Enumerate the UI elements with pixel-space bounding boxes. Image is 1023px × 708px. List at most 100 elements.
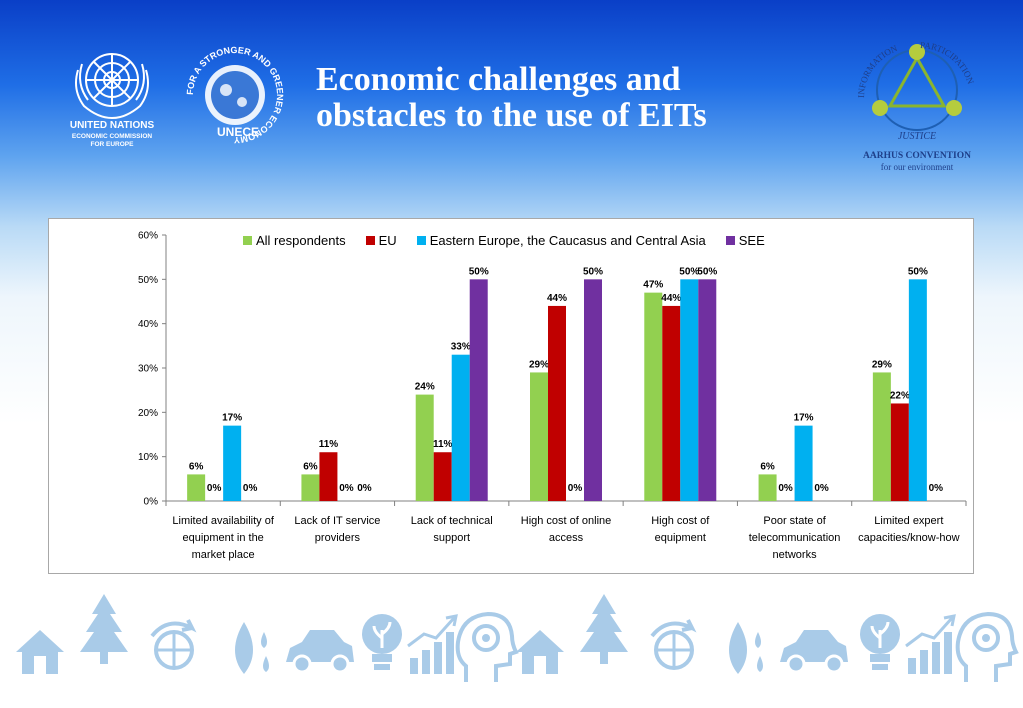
data-label: 6%: [189, 461, 204, 472]
aarhus-tagline: for our environment: [881, 162, 954, 172]
legend-entry: EU: [365, 233, 397, 248]
data-label: 50%: [469, 266, 489, 277]
aarhus-ring3: JUSTICE: [898, 131, 936, 142]
house-icon: [516, 630, 564, 674]
data-label: 0%: [243, 483, 258, 494]
y-tick-label: 20%: [138, 408, 158, 419]
un-logo-line1: UNITED NATIONS: [70, 120, 155, 131]
data-label: 6%: [303, 461, 318, 472]
data-label: 11%: [319, 439, 339, 450]
bar: [758, 474, 777, 501]
x-category-label: networks: [773, 549, 818, 561]
data-label: 0%: [778, 483, 793, 494]
legend-swatch: [416, 236, 426, 245]
x-category-label: High cost of online: [521, 515, 612, 527]
data-label: 44%: [661, 293, 681, 304]
legend-swatch: [725, 236, 735, 245]
x-category-label: High cost of: [651, 515, 710, 527]
y-tick-label: 30%: [138, 364, 158, 375]
un-logo: UNITED NATIONS ECONOMIC COMMISSION FOR E…: [70, 53, 155, 148]
legend-label: Eastern Europe, the Caucasus and Central…: [429, 233, 706, 248]
y-tick-label: 50%: [138, 275, 158, 286]
car-icon: [780, 630, 848, 674]
growth-chart-icon: [905, 614, 956, 674]
x-category-label: Poor state of: [763, 515, 826, 527]
x-category-label: market place: [192, 549, 255, 561]
data-label: 47%: [643, 280, 663, 291]
bar-chart: 0%10%20%30%40%50%60%6%0%17%0%Limited ava…: [138, 231, 967, 561]
head-gear-icon: [455, 611, 519, 682]
house-icon: [16, 630, 64, 674]
lightbulb-plant-icon: [362, 614, 402, 670]
legend-entry: Eastern Europe, the Caucasus and Central…: [416, 233, 706, 248]
legend-label: EU: [378, 233, 397, 248]
x-category-label: equipment: [655, 532, 706, 544]
legend-swatch: [365, 236, 375, 245]
lightbulb-plant-icon: [860, 614, 900, 670]
bar: [872, 372, 891, 501]
bar: [644, 292, 663, 501]
legend-label: SEE: [738, 233, 765, 248]
x-category-label: support: [433, 532, 470, 544]
bar: [890, 403, 909, 501]
data-label: 50%: [697, 266, 717, 277]
x-category-label: Lack of technical: [411, 515, 493, 527]
bar: [469, 279, 488, 501]
bar: [584, 279, 602, 501]
x-category-label: equipment in the: [182, 532, 263, 544]
data-label: 0%: [207, 483, 222, 494]
bar: [187, 474, 206, 501]
footer-icon-strip: [16, 594, 1019, 682]
data-label: 50%: [679, 266, 699, 277]
legend-entry: All respondents: [243, 233, 346, 248]
y-tick-label: 10%: [138, 452, 158, 463]
car-icon: [286, 630, 354, 674]
y-tick-label: 40%: [138, 319, 158, 330]
legend-entry: SEE: [725, 233, 765, 248]
data-label: 17%: [222, 413, 242, 424]
data-label: 29%: [872, 359, 892, 370]
title-line2: obstacles to the use of EITs: [316, 97, 707, 134]
tree-icon: [580, 594, 628, 664]
data-label: 17%: [794, 413, 814, 424]
x-category-label: telecommunication: [749, 532, 841, 544]
data-label: 0%: [357, 483, 372, 494]
y-tick-label: 0%: [144, 497, 159, 508]
aarhus-logo: INFORMATION PARTICIPATION JUSTICE AARHUS…: [856, 40, 976, 172]
legend-label: All respondents: [256, 233, 346, 248]
growth-chart-icon: [407, 614, 458, 674]
x-category-label: Limited availability of: [172, 515, 274, 527]
data-label: 0%: [568, 483, 583, 494]
y-tick-label: 60%: [138, 231, 158, 242]
legend-swatch: [243, 236, 252, 245]
un-logo-line2: ECONOMIC COMMISSION: [72, 133, 152, 140]
bar: [548, 305, 566, 501]
chart-panel: 0% 10% 20% 30% 40% 50% 60% 6% 0% 17% 0% Limited ava…: [48, 218, 974, 574]
bar: [433, 452, 452, 501]
bar: [680, 279, 699, 501]
unece-logo: FOR A STRONGER AND GREENER ECONOMY UNECE: [185, 45, 285, 145]
data-label: 33%: [451, 342, 471, 353]
bar: [908, 279, 927, 501]
data-label: 24%: [415, 382, 435, 393]
data-label: 50%: [908, 266, 928, 277]
bar: [223, 425, 242, 501]
title-line1: Economic challenges and: [316, 61, 681, 98]
data-label: 0%: [929, 483, 944, 494]
data-label: 50%: [583, 266, 603, 277]
bar: [530, 372, 548, 501]
data-label: 11%: [433, 439, 453, 450]
chart-legend: All respondents EU Eastern Europe, the Cau…: [243, 233, 765, 248]
unece-name: UNECE: [217, 125, 259, 139]
x-category-label: capacities/know-how: [858, 532, 960, 544]
data-label: 44%: [547, 293, 567, 304]
data-label: 22%: [890, 390, 910, 401]
data-label: 29%: [529, 359, 549, 370]
head-gear-icon: [955, 611, 1019, 682]
bar: [794, 425, 813, 501]
x-category-label: Lack of IT service: [294, 515, 380, 527]
aarhus-name: AARHUS CONVENTION: [863, 151, 971, 161]
bar: [698, 279, 717, 501]
leaf-drops-icon: [235, 622, 269, 674]
bar: [415, 394, 434, 501]
